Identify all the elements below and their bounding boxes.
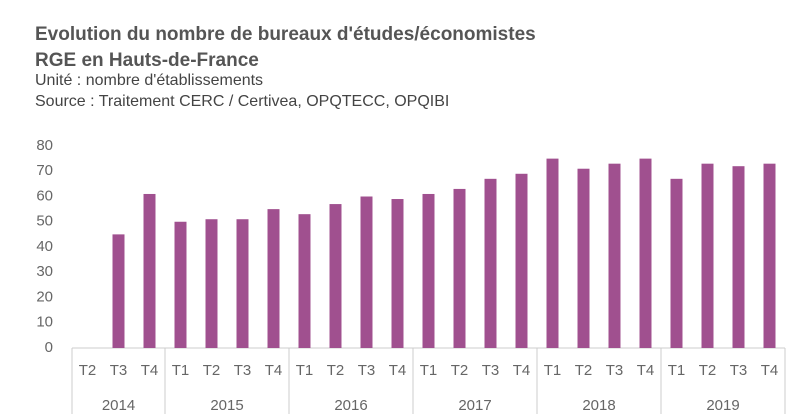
bar xyxy=(701,163,714,348)
bar xyxy=(546,158,559,348)
x-tick-label: T3 xyxy=(358,362,376,379)
source: Source : Traitement CERC / Certivea, OPQ… xyxy=(35,93,449,110)
group-label: 2015 xyxy=(210,397,243,414)
x-tick-label: T1 xyxy=(420,362,438,379)
x-tick-label: T3 xyxy=(234,362,252,379)
bar xyxy=(639,158,652,348)
x-tick-label: T2 xyxy=(79,362,97,379)
x-tick-label: T3 xyxy=(110,362,128,379)
bar xyxy=(205,219,218,348)
y-tick-label: 50 xyxy=(36,213,53,230)
x-tick-label: T2 xyxy=(575,362,593,379)
bar xyxy=(484,178,497,348)
group-label: 2019 xyxy=(706,397,739,414)
y-tick-label: 40 xyxy=(36,238,53,255)
bar xyxy=(670,178,683,348)
x-tick-label: T4 xyxy=(389,362,407,379)
bar xyxy=(267,209,280,348)
group-label: 2016 xyxy=(334,397,367,414)
x-tick-label: T4 xyxy=(265,362,283,379)
bar xyxy=(732,166,745,348)
x-tick-label: T4 xyxy=(637,362,655,379)
chart-title: Evolution du nombre de bureaux d'études/… xyxy=(35,24,536,45)
group-label: 2017 xyxy=(458,397,491,414)
bar xyxy=(329,204,342,348)
bar xyxy=(608,163,621,348)
y-tick-label: 80 xyxy=(36,137,53,154)
x-tick-label: T1 xyxy=(296,362,314,379)
bar xyxy=(298,214,311,348)
x-tick-label: T4 xyxy=(141,362,159,379)
y-tick-label: 20 xyxy=(36,288,53,305)
x-tick-label: T3 xyxy=(606,362,624,379)
bar xyxy=(763,163,776,348)
bar xyxy=(174,221,187,348)
x-tick-label: T1 xyxy=(544,362,562,379)
y-tick-label: 30 xyxy=(36,263,53,280)
x-tick-label: T2 xyxy=(327,362,345,379)
x-tick-label: T4 xyxy=(761,362,779,379)
bar xyxy=(515,173,528,348)
group-label: 2014 xyxy=(102,397,135,414)
x-tick-label: T3 xyxy=(482,362,500,379)
subtitle: Unité : nombre d'établissements xyxy=(35,72,263,89)
chart-title-line2: RGE en Hauts-de-France xyxy=(35,50,259,71)
bar xyxy=(391,199,404,348)
bar xyxy=(453,188,466,348)
x-tick-label: T1 xyxy=(668,362,686,379)
x-tick-label: T2 xyxy=(203,362,221,379)
group-label: 2018 xyxy=(582,397,615,414)
x-tick-label: T4 xyxy=(513,362,531,379)
bar xyxy=(236,219,249,348)
y-tick-label: 0 xyxy=(45,339,53,356)
x-tick-label: T2 xyxy=(451,362,469,379)
x-tick-label: T1 xyxy=(172,362,190,379)
x-tick-label: T3 xyxy=(730,362,748,379)
y-tick-label: 70 xyxy=(36,162,53,179)
bar xyxy=(360,196,373,348)
bar xyxy=(112,234,125,348)
bar xyxy=(143,193,156,348)
x-tick-label: T2 xyxy=(699,362,717,379)
bar xyxy=(422,193,435,348)
y-tick-label: 10 xyxy=(36,314,53,331)
bar xyxy=(577,168,590,348)
y-tick-label: 60 xyxy=(36,187,53,204)
